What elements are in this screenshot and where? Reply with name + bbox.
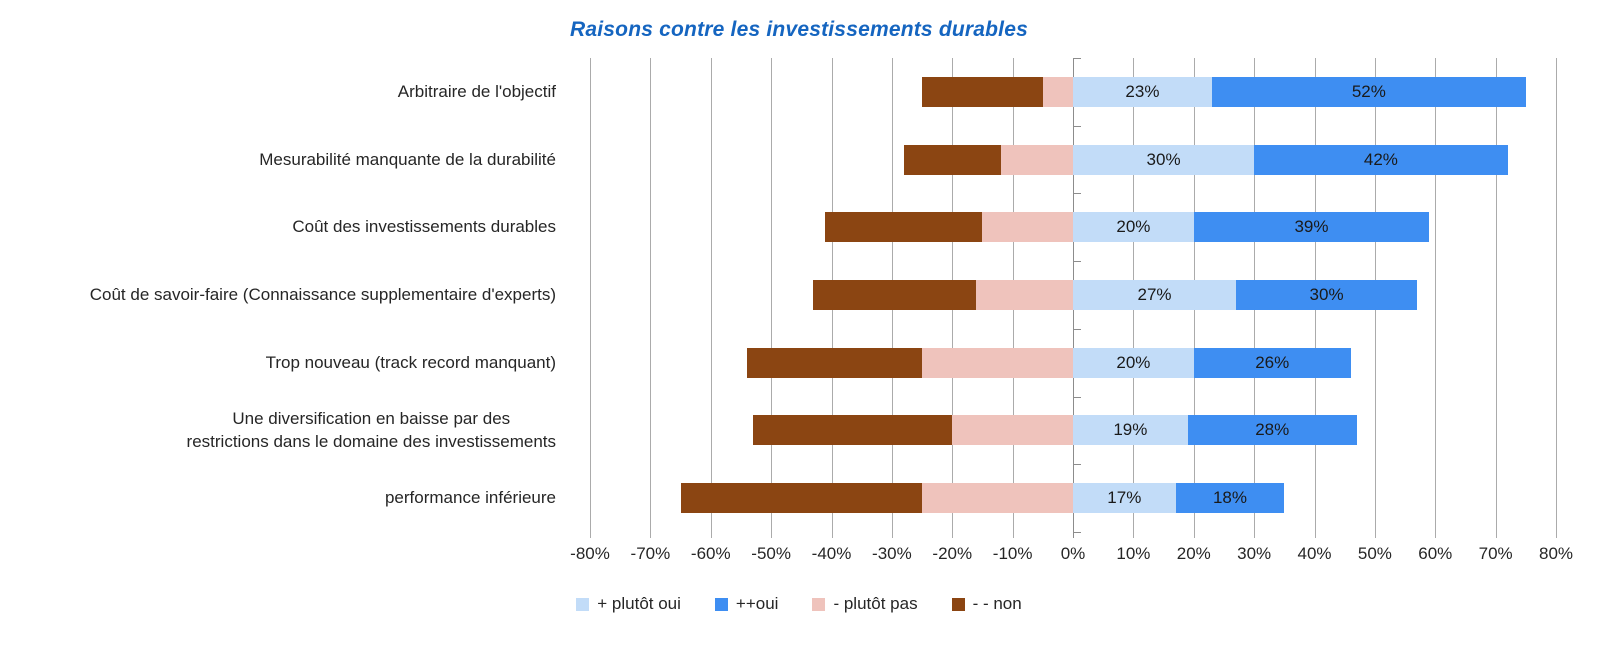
bar-value-label: 39%: [1294, 217, 1329, 237]
x-axis-tick-label: -50%: [751, 544, 791, 563]
bar-segment-non: [753, 415, 953, 446]
x-axis-tick-label: 40%: [1297, 544, 1332, 563]
legend-label: ++oui: [735, 594, 779, 613]
bar-value-label: 30%: [1309, 285, 1344, 304]
category-label: Coût des investissements durables: [292, 217, 556, 237]
bar-value-label: 18%: [1212, 488, 1247, 508]
bar-value-label: 42%: [1363, 149, 1398, 169]
bar-segment-non: [903, 144, 1001, 175]
bar-segment-non: [680, 483, 923, 514]
bar-segment-non: [746, 347, 923, 378]
category-axis-tick: [1073, 328, 1081, 330]
bar-segment-plutot-oui: 23%: [1073, 76, 1212, 107]
category-axis-tick: [1073, 193, 1081, 195]
gridline: [1495, 58, 1497, 538]
legend-label: + plutôt oui: [597, 594, 681, 613]
x-axis-tick-label: 60%: [1418, 544, 1453, 563]
bar-segment-plutot-pas: [982, 212, 1073, 243]
bar-value-label: 17%: [1107, 488, 1142, 508]
bar-value-label: 20%: [1116, 217, 1151, 237]
bar-value-label: 52%: [1351, 81, 1386, 101]
category-axis: Arbitraire de l'objectif Mesurabilité man…: [0, 58, 566, 532]
category-label: Mesurabilité manquante de la durabilité: [259, 149, 556, 169]
legend-label: - plutôt pas: [833, 594, 918, 613]
bar-segment-plutot-oui: 20%: [1073, 212, 1194, 243]
bar-value-label: 27%: [1137, 285, 1172, 304]
bar-segment-oui: 18%: [1175, 483, 1285, 514]
category-label: Trop nouveau (track record manquant): [265, 352, 556, 372]
bar-segment-plutot-pas: [1000, 144, 1073, 175]
legend-swatch-icon: [812, 597, 826, 611]
legend-swatch-icon: [714, 597, 728, 611]
bar-segment-non: [922, 76, 1043, 107]
bar-segment-oui: 52%: [1211, 76, 1526, 107]
x-axis-tick-label: -60%: [690, 544, 731, 563]
legend-item: - plutôt pas: [812, 594, 918, 614]
bar-segment-plutot-pas: [1042, 76, 1073, 107]
category-axis-tick: [1073, 464, 1081, 466]
x-axis-tick-label: 10%: [1116, 544, 1151, 563]
chart-title: Raisons contre les investissements durab…: [570, 18, 1028, 41]
bar-segment-non: [825, 212, 983, 243]
x-axis-tick-label: 80%: [1538, 544, 1574, 563]
x-axis-tick-label: 70%: [1478, 544, 1513, 563]
bar-segment-plutot-oui: 27%: [1073, 280, 1236, 310]
legend-item: - - non: [951, 594, 1022, 614]
legend: + plutôt oui ++oui - plutôt pas - - non: [0, 588, 1598, 620]
gridline: [710, 58, 712, 538]
category-axis-tick: [1073, 396, 1081, 398]
gridline: [590, 58, 591, 538]
x-axis-tick-label: -70%: [630, 544, 671, 563]
bar-value-label: 30%: [1146, 149, 1181, 169]
legend-item: ++oui: [714, 594, 779, 614]
bar-segment-plutot-pas: [922, 347, 1073, 378]
legend-item: + plutôt oui: [576, 594, 681, 614]
bar-value-label: 28%: [1255, 420, 1290, 440]
bar-segment-plutot-oui: 30%: [1073, 144, 1255, 175]
bar-segment-oui: 39%: [1193, 212, 1430, 243]
x-axis-tick-label: 30%: [1237, 544, 1272, 563]
x-axis-tick-label: -80%: [570, 544, 610, 563]
bar-segment-plutot-oui: 17%: [1073, 483, 1176, 514]
category-label: Arbitraire de l'objectif: [397, 81, 556, 101]
category-axis-tick: [1073, 532, 1081, 533]
bar-segment-oui: 28%: [1187, 415, 1357, 446]
plot-area: -80% -70% -60% -50% -40% -30% -20% -10% 0% 10% 20%…: [570, 58, 1573, 563]
bar-segment-oui: 30%: [1236, 280, 1418, 310]
x-axis-tick-label: -30%: [872, 544, 912, 563]
bar-value-label: 19%: [1113, 420, 1148, 440]
x-axis-tick-label: 50%: [1357, 544, 1392, 563]
x-axis-tick-label: -10%: [992, 544, 1033, 563]
bar-segment-plutot-pas: [922, 483, 1073, 514]
gridline: [1435, 58, 1437, 538]
category-label: performance inférieure: [384, 488, 556, 508]
bar-value-label: 20%: [1116, 352, 1151, 372]
legend-swatch-icon: [951, 597, 965, 611]
category-axis-tick: [1073, 58, 1081, 59]
gridline: [1556, 58, 1557, 538]
gridline: [771, 58, 773, 538]
bar-segment-non: [813, 280, 977, 310]
x-axis-tick-label: -40%: [811, 544, 852, 563]
category-axis-tick: [1073, 125, 1081, 127]
x-axis-tick-label: -20%: [932, 544, 973, 563]
bar-value-label: 23%: [1125, 81, 1160, 101]
gridline: [650, 58, 652, 538]
x-axis-tick-label: 0%: [1060, 544, 1086, 563]
category-label: Une diversification en baisse par des re…: [186, 408, 556, 452]
bar-segment-plutot-pas: [976, 280, 1073, 310]
bar-segment-oui: 26%: [1193, 347, 1351, 378]
category-label: Coût de savoir-faire (Connaissance suppl…: [89, 285, 556, 305]
bar-segment-oui: 42%: [1254, 144, 1508, 175]
bar-segment-plutot-oui: 19%: [1073, 415, 1188, 446]
bar-segment-plutot-pas: [952, 415, 1073, 446]
bar-segment-plutot-oui: 20%: [1073, 347, 1194, 378]
bar-value-label: 26%: [1255, 352, 1290, 372]
x-axis-tick-label: 20%: [1176, 544, 1211, 563]
legend-swatch-icon: [576, 597, 590, 611]
legend-label: - - non: [972, 594, 1022, 613]
category-axis-tick: [1073, 261, 1081, 263]
